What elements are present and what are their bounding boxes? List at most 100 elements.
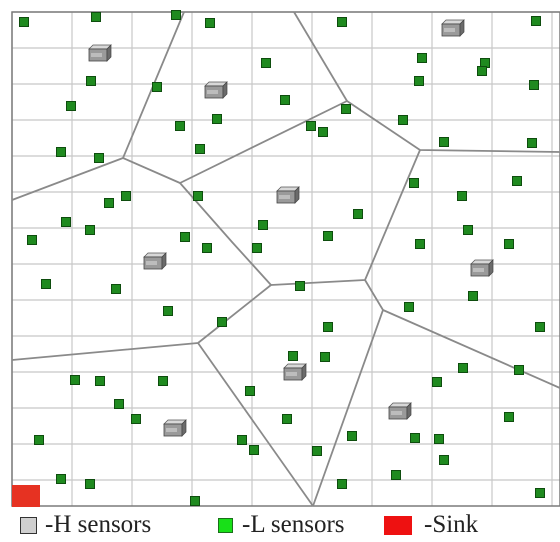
l-sensor-icon xyxy=(195,144,205,154)
l-sensor-icon xyxy=(306,121,316,131)
l-sensor-icon xyxy=(318,127,328,137)
l-sensor-icon xyxy=(477,66,487,76)
l-sensor-icon xyxy=(417,53,427,63)
l-sensor-icon xyxy=(439,455,449,465)
l-sensor-icon xyxy=(341,104,351,114)
l-sensor-icon xyxy=(535,322,545,332)
cluster-boundary xyxy=(293,11,348,102)
l-sensor-icon xyxy=(432,377,442,387)
l-sensor-icon xyxy=(323,231,333,241)
h-sensor-icon xyxy=(88,44,112,62)
legend-l-label: -L sensors xyxy=(242,511,345,538)
sink-swatch-icon xyxy=(384,515,412,535)
l-sensor-icon xyxy=(531,16,541,26)
l-sensor-icon xyxy=(252,243,262,253)
h-sensor-icon xyxy=(276,186,300,204)
l-sensor-icon xyxy=(320,352,330,362)
l-sensor-icon xyxy=(131,414,141,424)
l-sensor-icon xyxy=(91,12,101,22)
l-sensor-icon xyxy=(258,220,268,230)
legend-sink: -Sink xyxy=(384,510,478,540)
legend-h-label: -H sensors xyxy=(45,511,152,538)
l-sensor-icon xyxy=(95,376,105,386)
l-sensor-icon xyxy=(19,17,29,27)
legend: -H sensors -L sensors -Sink xyxy=(0,508,560,542)
l-sensor-icon xyxy=(295,281,305,291)
l-sensor-icon xyxy=(104,198,114,208)
l-sensor-icon xyxy=(237,435,247,445)
cluster-boundary xyxy=(11,284,272,361)
l-sensor-layer xyxy=(19,10,545,506)
h-sensor-icon xyxy=(388,402,412,420)
cluster-boundary xyxy=(197,342,314,507)
l-sensor-icon xyxy=(535,488,545,498)
l-sensor-icon xyxy=(353,209,363,219)
l-sensor-icon xyxy=(457,191,467,201)
l-sensor-icon xyxy=(111,284,121,294)
l-sensor-icon xyxy=(66,101,76,111)
l-sensor-swatch-icon xyxy=(218,517,233,533)
l-sensor-icon xyxy=(434,434,444,444)
l-sensor-icon xyxy=(414,76,424,86)
l-sensor-icon xyxy=(312,446,322,456)
l-sensor-icon xyxy=(180,232,190,242)
l-sensor-icon xyxy=(41,279,51,289)
l-sensor-icon xyxy=(468,291,478,301)
h-sensor-swatch-icon xyxy=(20,516,37,534)
h-sensor-icon xyxy=(204,81,228,99)
l-sensor-icon xyxy=(27,235,37,245)
l-sensor-icon xyxy=(61,217,71,227)
l-sensor-icon xyxy=(337,479,347,489)
l-sensor-icon xyxy=(337,17,347,27)
l-sensor-icon xyxy=(193,191,203,201)
h-sensor-icon xyxy=(163,419,187,437)
l-sensor-icon xyxy=(190,496,200,506)
l-sensor-icon xyxy=(86,76,96,86)
l-sensor-icon xyxy=(114,399,124,409)
l-sensor-icon xyxy=(439,137,449,147)
h-sensor-layer xyxy=(88,19,494,437)
l-sensor-icon xyxy=(94,153,104,163)
l-sensor-icon xyxy=(514,365,524,375)
l-sensor-icon xyxy=(152,82,162,92)
l-sensor-icon xyxy=(56,474,66,484)
l-sensor-icon xyxy=(202,243,212,253)
l-sensor-icon xyxy=(282,414,292,424)
l-sensor-icon xyxy=(529,80,539,90)
l-sensor-icon xyxy=(163,306,173,316)
l-sensor-icon xyxy=(121,191,131,201)
sink-node xyxy=(12,485,40,507)
l-sensor-icon xyxy=(175,121,185,131)
l-sensor-icon xyxy=(504,412,514,422)
l-sensor-icon xyxy=(410,433,420,443)
h-sensor-icon xyxy=(143,252,167,270)
l-sensor-icon xyxy=(158,376,168,386)
l-sensor-icon xyxy=(404,302,414,312)
l-sensor-icon xyxy=(415,239,425,249)
l-sensor-icon xyxy=(34,435,44,445)
l-sensor-icon xyxy=(212,114,222,124)
l-sensor-icon xyxy=(409,178,419,188)
l-sensor-icon xyxy=(347,431,357,441)
l-sensor-icon xyxy=(171,10,181,20)
sensor-network-diagram xyxy=(11,10,560,507)
l-sensor-icon xyxy=(56,147,66,157)
cluster-boundary xyxy=(11,11,185,201)
l-sensor-icon xyxy=(261,58,271,68)
l-sensor-icon xyxy=(398,115,408,125)
h-sensor-icon xyxy=(283,363,307,381)
l-sensor-icon xyxy=(323,322,333,332)
l-sensor-icon xyxy=(512,176,522,186)
l-sensor-icon xyxy=(391,470,401,480)
field-border xyxy=(11,11,560,507)
l-sensor-icon xyxy=(70,375,80,385)
legend-h-sensors: -H sensors xyxy=(20,510,151,540)
cluster-boundaries xyxy=(11,11,560,507)
legend-sink-label: -Sink xyxy=(424,511,479,538)
l-sensor-icon xyxy=(463,225,473,235)
l-sensor-icon xyxy=(249,445,259,455)
legend-l-sensors: -L sensors xyxy=(218,510,345,540)
l-sensor-icon xyxy=(205,18,215,28)
l-sensor-icon xyxy=(288,351,298,361)
h-sensor-icon xyxy=(470,259,494,277)
